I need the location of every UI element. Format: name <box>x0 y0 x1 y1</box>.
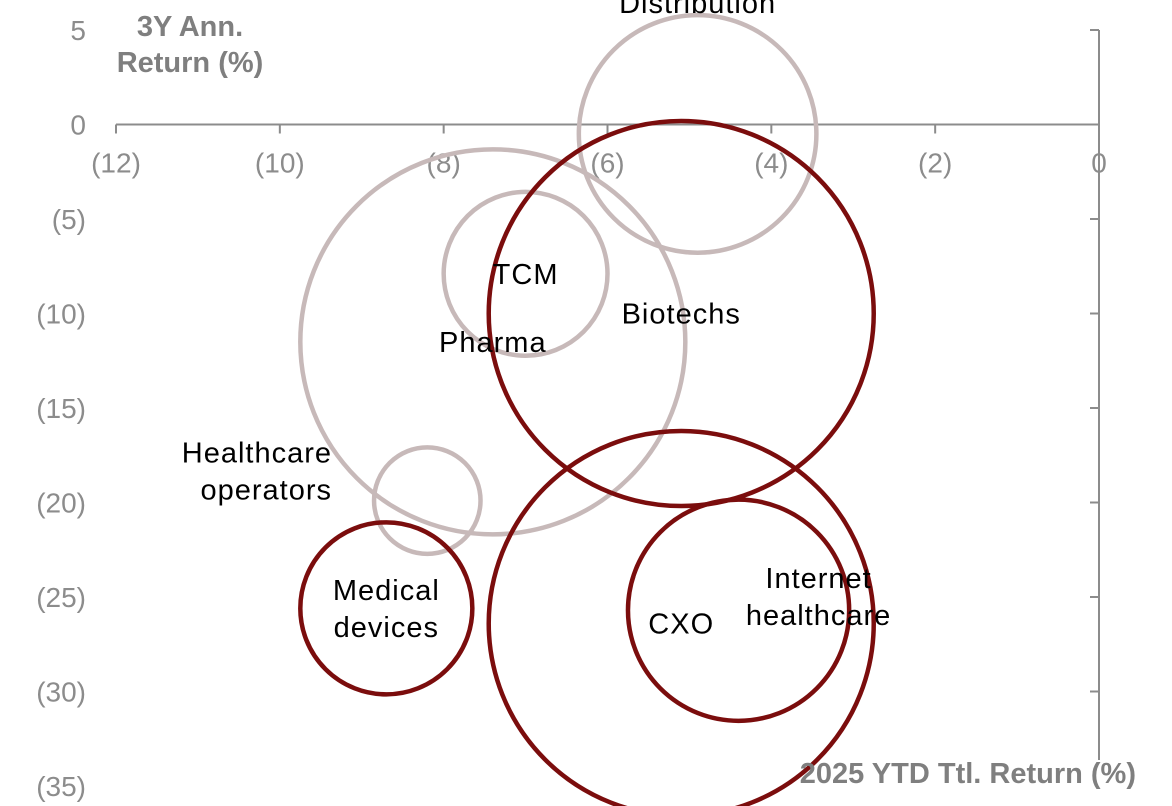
bubble <box>576 12 819 255</box>
y-tick-label: (30) <box>36 677 86 708</box>
y-tick-label: (5) <box>52 204 86 235</box>
y-tick-label: (35) <box>36 771 86 802</box>
bubble-label: Medical devices <box>333 575 440 644</box>
bubble-label: TCM <box>493 259 559 291</box>
bubble-label: Distribution <box>619 0 776 20</box>
bubbles <box>298 12 876 806</box>
bubble <box>298 147 688 537</box>
x-tick-label: (2) <box>918 148 952 179</box>
bubble-label: Pharma <box>439 327 547 359</box>
x-tick-label: (6) <box>590 148 624 179</box>
y-tick-label: (25) <box>36 582 86 613</box>
bubble <box>486 118 876 509</box>
bubble-label: Biotechs <box>622 299 741 331</box>
axes: (12) (10) (8) (6) (4) (2) 050(5)(10)(15)(20)(2… <box>36 15 1107 802</box>
x-tick-label: (10) <box>255 148 305 179</box>
x-tick-label: (4) <box>754 148 788 179</box>
bubble-label: Healthcare operators <box>182 438 332 507</box>
x-tick-label: (12) <box>91 148 141 179</box>
bubble-label: CXO <box>648 608 714 640</box>
x-tick-label: 0 <box>1091 148 1107 179</box>
bubble <box>371 445 483 557</box>
y-tick-label: (20) <box>36 488 86 519</box>
x-axis-title: 2025 YTD Ttl. Return (%) <box>800 758 1136 790</box>
bubble-label: Internet healthcare <box>746 563 891 632</box>
y-tick-label: (10) <box>36 299 86 330</box>
bubble <box>441 189 610 358</box>
bubble <box>625 497 852 724</box>
bubble-labels: Distribution TCM Pharma Biotechs Healthcare o… <box>182 0 891 644</box>
y-tick-label: 5 <box>70 15 86 46</box>
y-tick-label: (15) <box>36 393 86 424</box>
bubble <box>486 428 876 806</box>
y-axis-title: 3Y Ann. Return (%) <box>117 11 264 79</box>
y-tick-label: 0 <box>70 110 86 141</box>
bubble <box>298 520 475 697</box>
